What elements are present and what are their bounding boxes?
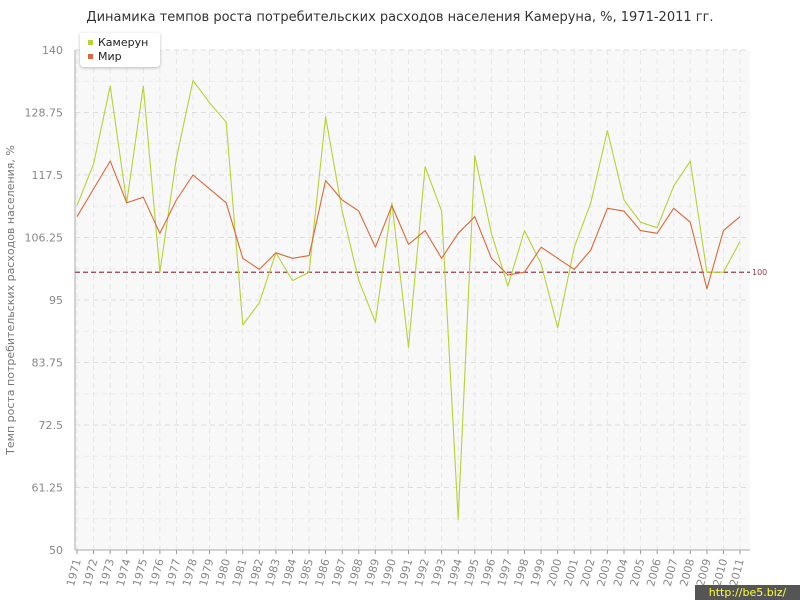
grid-layer [75, 49, 750, 551]
y-tick-label: 140 [42, 44, 63, 57]
series-layer [75, 80, 750, 520]
y-tick-label: 106.25 [25, 232, 64, 245]
legend-label-cameroon: Камерун [98, 36, 149, 49]
y-tick-label: 50 [49, 544, 63, 557]
series-line-world [76, 160, 741, 290]
reference-line-label: 100 [752, 268, 767, 277]
y-tick-label: 128.75 [25, 107, 64, 120]
legend: Камерун Мир [80, 33, 160, 67]
y-tick-label: 72.5 [39, 419, 64, 432]
x-tick-label: 2011 [727, 557, 747, 587]
series-line-cameroon [76, 80, 741, 520]
legend-swatch-world [88, 53, 93, 59]
y-tick-label: 83.75 [32, 357, 64, 370]
chart-title: Динамика темпов роста потребительских ра… [86, 10, 714, 25]
legend-item-world[interactable]: Мир [88, 50, 122, 64]
legend-item-cameroon[interactable]: Камерун [88, 36, 148, 50]
y-tick-label: 117.5 [32, 169, 64, 182]
watermark-link[interactable]: http://be5.biz/ [695, 585, 800, 600]
legend-swatch-cameroon [88, 39, 93, 45]
y-tick-label: 95 [49, 294, 63, 307]
legend-label-world: Мир [98, 50, 122, 63]
y-axis-title: Темп роста потребительских расходов насе… [4, 145, 17, 456]
y-tick-label: 61.25 [32, 482, 64, 495]
axis-layer [74, 50, 750, 554]
